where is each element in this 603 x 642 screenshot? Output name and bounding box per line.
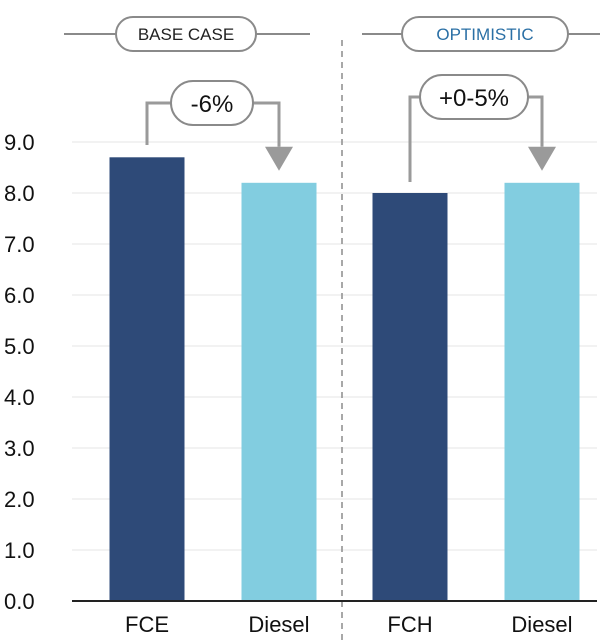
delta-label: +0-5% [439,85,509,112]
x-axis-labels: FCE Diesel FCH Diesel [125,612,573,637]
bar [241,182,317,602]
bar [504,182,580,602]
y-tick-label: 4.0 [4,385,35,410]
x-tick-label: Diesel [511,612,572,637]
y-tick-label: 0.0 [4,589,35,614]
bar [372,193,448,601]
y-tick-label: 2.0 [4,487,35,512]
arrow-head-icon [265,146,293,171]
scenario-header-pill [401,16,569,52]
scenario-header-label: BASE CASE [138,25,234,44]
delta-pill [170,80,254,126]
scenario-header-pill [115,16,257,52]
delta-label: -6% [191,91,234,118]
y-tick-label: 9.0 [4,130,35,155]
delta-connectors: -6% +0-5% [145,74,556,182]
scenario-header-label: OPTIMISTIC [436,25,533,44]
delta-pill [419,74,529,120]
x-tick-label: FCH [387,612,432,637]
x-tick-label: Diesel [248,612,309,637]
x-tick-label: FCE [125,612,169,637]
y-tick-label: 3.0 [4,436,35,461]
y-tick-label: 8.0 [4,181,35,206]
arrow-head-icon [528,146,556,171]
bar [109,157,185,602]
y-tick-label: 7.0 [4,232,35,257]
y-tick-label: 1.0 [4,538,35,563]
bars [109,157,580,602]
y-tick-label: 5.0 [4,334,35,359]
y-axis-ticks: 0.0 1.0 2.0 3.0 4.0 5.0 6.0 7.0 8.0 9.0 [4,130,35,614]
scenario-headers: BASE CASE OPTIMISTIC [64,16,600,52]
y-tick-label: 6.0 [4,283,35,308]
